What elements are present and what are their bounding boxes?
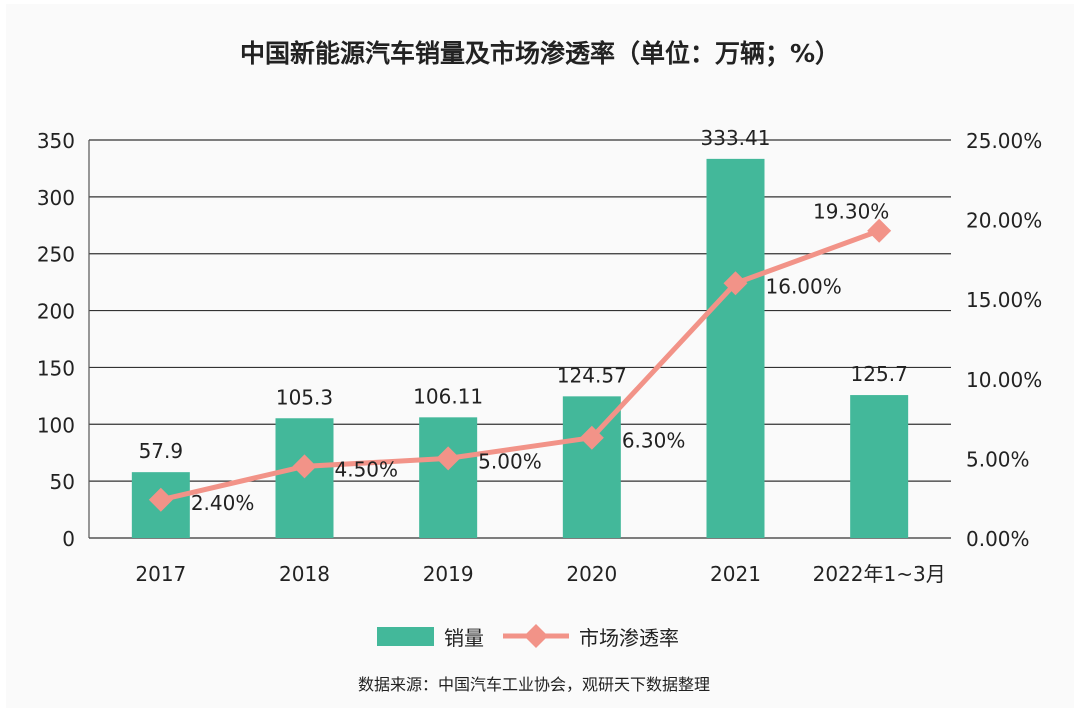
- right-tick-label: 5.00%: [966, 447, 1030, 471]
- x-tick-label: 2019: [423, 562, 474, 586]
- line-series: [160, 228, 881, 503]
- left-tick-label: 250: [37, 243, 75, 267]
- chart: 中国新能源汽车销量及市场渗透率（单位：万辆；%） 0 50 100 150 200 250…: [37, 39, 1042, 694]
- legend-swatch-bar: [377, 627, 434, 646]
- right-tick-label: 10.00%: [966, 368, 1042, 392]
- line-data-label: 16.00%: [766, 274, 842, 298]
- bar: [706, 158, 765, 538]
- line-data-label: 4.50%: [335, 457, 399, 481]
- left-tick-label: 100: [37, 413, 75, 437]
- line-marker: [867, 218, 892, 243]
- left-tick-label: 50: [50, 470, 75, 494]
- bar: [850, 395, 909, 538]
- line-marker: [723, 271, 748, 296]
- legend-label-bar: 销量: [444, 626, 484, 650]
- line-data-label: 6.30%: [622, 429, 686, 453]
- bar-data-label: 106.11: [413, 384, 483, 408]
- x-tick-label: 2018: [279, 562, 330, 586]
- line-marker: [579, 425, 604, 450]
- right-tick-label: 15.00%: [966, 288, 1042, 312]
- chart-container: 中国新能源汽车销量及市场渗透率（单位：万辆；%） 0 50 100 150 200 250…: [6, 4, 1074, 708]
- legend-marker-diamond: [524, 624, 548, 648]
- bar-data-label: 57.9: [139, 439, 184, 463]
- line-data-label: 5.00%: [478, 449, 542, 473]
- line-marker: [148, 487, 173, 512]
- x-tick-label: 2022年1~3月: [813, 562, 946, 586]
- right-tick-label: 25.00%: [966, 129, 1042, 153]
- line-data-label: 2.40%: [191, 491, 255, 515]
- left-tick-label: 150: [37, 356, 75, 380]
- source-note: 数据来源：中国汽车工业协会，观研天下数据整理: [358, 675, 710, 694]
- line-marker: [292, 454, 317, 479]
- bar: [419, 417, 478, 538]
- left-tick-label: 300: [37, 186, 75, 210]
- legend-label-line: 市场渗透率: [579, 626, 679, 650]
- left-tick-label: 200: [37, 300, 75, 324]
- bar-data-label: 124.57: [557, 363, 627, 387]
- bar-data-label: 125.7: [851, 362, 908, 386]
- left-tick-label: 0: [62, 527, 75, 551]
- legend: 销量 市场渗透率: [377, 624, 679, 650]
- right-tick-label: 20.00%: [966, 209, 1042, 233]
- bar-data-label: 333.41: [701, 126, 771, 150]
- line-marker: [436, 446, 461, 471]
- bar-data-label: 105.3: [276, 385, 333, 409]
- x-tick-label: 2017: [135, 562, 186, 586]
- left-tick-label: 350: [37, 129, 75, 153]
- x-tick-label: 2020: [566, 562, 617, 586]
- x-tick-label: 2021: [710, 562, 761, 586]
- chart-title: 中国新能源汽车销量及市场渗透率（单位：万辆；%）: [240, 39, 840, 68]
- right-tick-label: 0.00%: [966, 527, 1030, 551]
- line-data-label: 19.30%: [813, 200, 889, 224]
